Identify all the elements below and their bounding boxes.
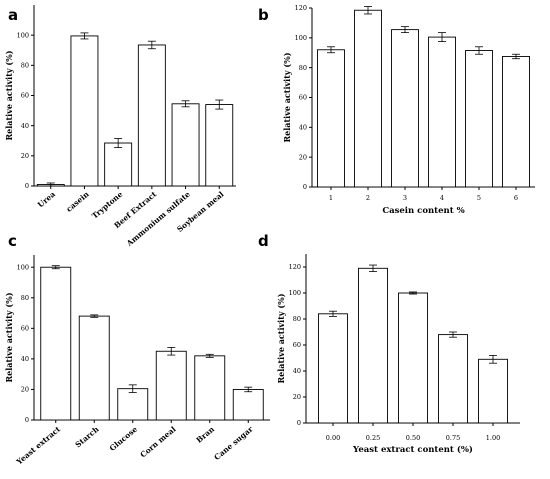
category-label-a-1: casein (64, 189, 91, 213)
bar-b-5 (502, 56, 530, 188)
bar-b-4 (465, 50, 493, 188)
bar-d-0 (318, 313, 348, 424)
y-tick-label-b-3: 60 (299, 94, 307, 102)
category-label-b-4: 5 (477, 194, 481, 202)
panel-label-c: c (8, 232, 17, 250)
y-tick-label-b-1: 20 (299, 153, 307, 161)
category-label-d-2: 0.50 (406, 434, 420, 442)
category-label-c-3: Corn meal (138, 425, 177, 460)
x-axis-label-b: Casein content % (382, 206, 464, 216)
bar-d-1 (358, 267, 388, 424)
bar-c-5 (232, 388, 264, 421)
bar-c-0 (40, 266, 72, 421)
y-tick-label-c-2: 40 (21, 355, 29, 363)
y-tick-label-a-2: 40 (21, 122, 29, 130)
y-tick-label-a-0: 0 (25, 182, 29, 190)
bar-d-4 (478, 358, 508, 424)
category-label-b-1: 2 (366, 194, 370, 202)
category-label-d-1: 0.25 (366, 434, 380, 442)
y-tick-label-c-3: 60 (21, 325, 29, 333)
bar-c-3 (155, 350, 187, 421)
y-tick-label-a-1: 20 (21, 152, 29, 160)
category-label-d-3: 0.75 (446, 434, 460, 442)
y-axis-label-b: Relative activity (%) (282, 52, 292, 142)
y-tick-label-b-5: 100 (295, 34, 307, 42)
category-label-b-0: 1 (329, 194, 333, 202)
category-label-a-0: Urea (36, 190, 57, 210)
y-tick-label-c-4: 80 (21, 294, 29, 302)
bar-b-0 (317, 49, 345, 188)
y-tick-label-d-2: 40 (293, 367, 301, 375)
y-tick-label-d-1: 20 (293, 393, 301, 401)
y-tick-label-b-4: 80 (299, 64, 307, 72)
bar-b-1 (354, 9, 382, 188)
bar-c-4 (194, 355, 226, 421)
category-label-c-5: Cane sugar (212, 424, 255, 462)
bar-d-3 (438, 334, 468, 424)
y-tick-label-c-1: 20 (21, 386, 29, 394)
y-axis-label-c: Relative activity (%) (4, 292, 14, 382)
bar-b-3 (428, 36, 456, 188)
y-tick-label-c-0: 0 (25, 416, 29, 424)
y-tick-label-d-6: 120 (289, 263, 301, 271)
bar-a-3 (137, 44, 166, 187)
y-tick-label-a-3: 60 (21, 92, 29, 100)
panel-label-b: b (258, 6, 269, 24)
panel-label-a: a (8, 6, 18, 24)
bar-c-2 (117, 388, 149, 421)
y-tick-label-b-2: 40 (299, 124, 307, 132)
y-axis-label-a: Relative activity (%) (4, 50, 14, 140)
bar-a-2 (104, 142, 133, 187)
category-label-a-2: Tryptone (90, 189, 125, 220)
y-tick-label-d-3: 60 (293, 341, 301, 349)
bar-d-2 (398, 292, 428, 424)
panel-label-d: d (258, 232, 269, 250)
bar-b-2 (391, 29, 419, 188)
x-axis-label-d: Yeast extract content (%) (352, 444, 473, 455)
category-label-a-4: Ammonium sulfate (124, 189, 192, 248)
bar-c-1 (78, 315, 110, 421)
bar-a-5 (205, 104, 234, 187)
y-tick-label-c-5: 100 (17, 263, 29, 271)
y-tick-label-d-5: 100 (289, 289, 301, 297)
y-tick-label-d-4: 80 (293, 315, 301, 323)
y-tick-label-d-0: 0 (297, 419, 301, 427)
category-label-b-2: 3 (403, 194, 407, 202)
y-axis-label-d: Relative activity (%) (276, 293, 286, 383)
category-label-b-5: 6 (514, 194, 518, 202)
category-label-c-1: Starch (74, 424, 101, 449)
category-label-c-2: Glucose (108, 424, 139, 452)
bar-a-1 (70, 35, 99, 187)
category-label-c-4: Bran (194, 424, 216, 444)
category-label-c-0: Yeast extract (14, 424, 62, 467)
category-label-d-0: 0.00 (326, 434, 340, 442)
category-label-b-3: 4 (440, 194, 444, 202)
y-tick-label-a-4: 80 (21, 62, 29, 70)
y-tick-label-b-0: 0 (303, 183, 307, 191)
y-tick-label-b-6: 120 (295, 4, 307, 12)
bar-a-4 (171, 103, 200, 187)
category-label-d-4: 1.00 (486, 434, 500, 442)
y-tick-label-a-5: 100 (17, 31, 29, 39)
